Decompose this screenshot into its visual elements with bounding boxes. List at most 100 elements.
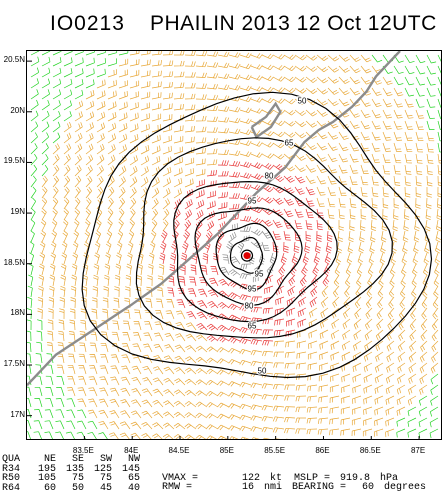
- wind-barb: [78, 353, 87, 364]
- wind-barb: [85, 197, 92, 210]
- wind-barb: [52, 89, 62, 100]
- wind-barb: [261, 230, 273, 239]
- wind-barb: [123, 309, 131, 320]
- wind-barb: [39, 252, 46, 265]
- wind-barb: [272, 230, 282, 240]
- wind-barb: [318, 373, 329, 382]
- wind-barb: [239, 381, 252, 388]
- wind-barb: [423, 252, 430, 265]
- wind-barb: [329, 395, 340, 404]
- wind-barb: [375, 351, 384, 362]
- wind-barb: [129, 91, 139, 100]
- wind-barb: [228, 381, 241, 387]
- wind-barb: [217, 358, 230, 364]
- wind-barb: [108, 432, 119, 439]
- wind-barb: [433, 274, 440, 287]
- wind-barb: [250, 86, 263, 92]
- wind-barb: [404, 120, 414, 130]
- wind-barb: [94, 241, 101, 254]
- wind-barb: [294, 208, 304, 218]
- wind-barb: [217, 84, 230, 90]
- wind-barb: [206, 413, 219, 419]
- wind-barb: [430, 373, 439, 385]
- wind-barb: [99, 376, 109, 386]
- wind-barb: [173, 156, 183, 166]
- bearing-label: BEARING =: [292, 482, 347, 493]
- wind-barb: [68, 353, 76, 364]
- wind-barb: [34, 398, 43, 408]
- wind-barb: [162, 81, 173, 89]
- wind-barb: [324, 252, 331, 265]
- wind-barb: [151, 124, 161, 133]
- wind-barb: [434, 252, 441, 265]
- wind-barb: [85, 90, 95, 100]
- wind-barb: [143, 343, 153, 353]
- wind-barb: [206, 190, 217, 199]
- wind-barb: [110, 365, 120, 375]
- wind-barb: [41, 197, 48, 210]
- wind-barb: [404, 153, 412, 164]
- wind-barb: [217, 324, 230, 332]
- wind-barb: [297, 318, 307, 328]
- wind-barb: [41, 110, 50, 122]
- wind-barb: [419, 362, 428, 374]
- wind-barb: [250, 195, 263, 203]
- wind-barb: [415, 197, 421, 209]
- wind-barb: [393, 76, 404, 86]
- wind-barb: [347, 241, 354, 254]
- mslp-value: 919.8: [340, 473, 371, 484]
- wind-barb: [151, 155, 161, 166]
- wind-barb: [295, 395, 307, 402]
- wind-barb: [116, 241, 123, 254]
- wind-barb: [377, 296, 384, 309]
- wind-barb: [305, 175, 316, 184]
- wind-barb: [27, 353, 32, 364]
- wind-barb: [382, 76, 393, 85]
- wind-barb: [393, 65, 404, 74]
- wind-barb: [196, 322, 208, 331]
- title-bar: IO0213 PHAILIN 2013 12 Oct 12UTC: [0, 12, 443, 40]
- wind-barb: [385, 428, 395, 438]
- wind-barb: [104, 274, 110, 287]
- wind-barb: [307, 384, 318, 392]
- lat-label: 18N: [10, 308, 25, 318]
- wind-barb: [393, 120, 403, 130]
- wind-barb: [40, 230, 46, 243]
- wind-barb: [404, 186, 411, 198]
- wind-barb: [352, 362, 362, 372]
- wind-barb: [118, 101, 128, 111]
- wind-barb: [415, 153, 423, 164]
- wind-barb: [96, 186, 104, 199]
- wind-barb: [184, 199, 193, 210]
- wind-barb: [356, 263, 363, 276]
- wind-barb: [308, 340, 318, 349]
- wind-barb: [134, 309, 142, 320]
- wind-barb: [374, 417, 384, 427]
- lat-label: 20.5N: [3, 55, 25, 65]
- wind-barb: [436, 219, 441, 232]
- wind-barb: [418, 428, 428, 438]
- wind-barb: [151, 198, 159, 210]
- wind-barb: [349, 76, 361, 85]
- wind-barb: [184, 389, 197, 397]
- wind-barb: [364, 340, 373, 352]
- wind-barb: [283, 175, 295, 183]
- wind-barb: [107, 69, 117, 78]
- wind-barb: [349, 164, 359, 174]
- wind-barb: [55, 420, 65, 430]
- wind-barb: [399, 307, 406, 320]
- wind-barb: [341, 373, 351, 383]
- wind-barb: [418, 417, 428, 428]
- wind-barb: [327, 98, 339, 107]
- lat-label: 18.5N: [3, 257, 25, 267]
- wind-barb: [148, 252, 155, 265]
- wind-barb: [62, 230, 68, 243]
- wind-barb: [294, 131, 307, 139]
- wind-barb: [396, 395, 406, 406]
- wind-barb: [342, 307, 351, 319]
- wind-barb: [41, 186, 48, 199]
- wind-barb: [70, 285, 77, 298]
- wind-barb: [349, 219, 355, 231]
- wind-barb: [74, 219, 80, 232]
- wind-barb: [118, 187, 126, 199]
